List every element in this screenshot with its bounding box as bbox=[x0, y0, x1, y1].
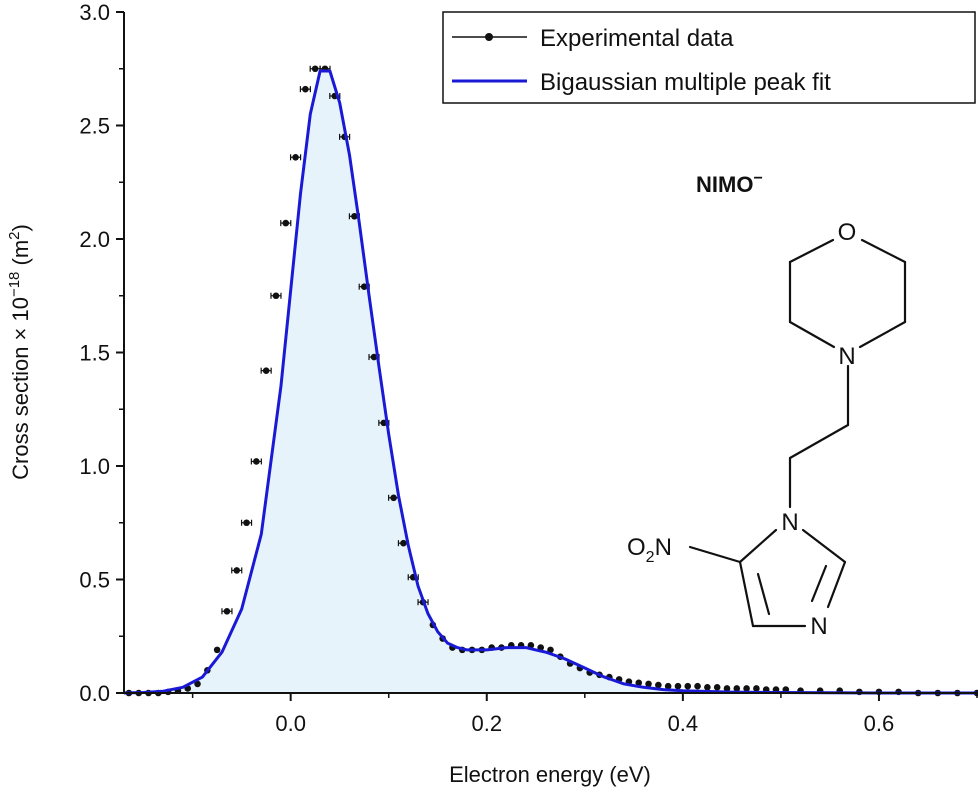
data-point bbox=[733, 685, 741, 692]
bond bbox=[858, 320, 907, 349]
plot-area bbox=[123, 65, 978, 697]
data-point bbox=[213, 646, 221, 654]
data-point bbox=[694, 682, 701, 690]
y-tick-label: 0.5 bbox=[79, 568, 110, 593]
molecule-title-text: NIMO bbox=[696, 172, 753, 197]
legend-label-experimental: Experimental data bbox=[540, 25, 734, 52]
data-point bbox=[753, 685, 760, 692]
data-point bbox=[351, 213, 358, 220]
data-point bbox=[704, 684, 711, 691]
molecule-bonds bbox=[688, 238, 907, 628]
data-point bbox=[243, 519, 250, 527]
x-tick-label: 0.4 bbox=[668, 711, 699, 736]
x-ticks: 0.0 0.2 0.4 0.6 bbox=[191, 693, 978, 736]
error-bars bbox=[221, 65, 429, 615]
y-axis-label: Cross section × 10−18 (m2) bbox=[6, 224, 33, 480]
data-point bbox=[713, 684, 721, 691]
data-point bbox=[723, 685, 731, 692]
x-tick-label: 0.0 bbox=[275, 711, 306, 736]
data-point bbox=[400, 539, 407, 547]
y-tick-label: 1.5 bbox=[79, 341, 110, 366]
data-point bbox=[233, 567, 241, 574]
data-point bbox=[743, 685, 750, 692]
data-point bbox=[645, 680, 652, 688]
data-point bbox=[390, 494, 397, 502]
y-ticks: 0.0 0.5 1.0 1.5 2.0 2.5 3.0 bbox=[79, 0, 124, 706]
atom-oxygen: O bbox=[838, 219, 857, 246]
bond bbox=[860, 238, 907, 264]
data-point bbox=[292, 153, 299, 161]
fit-line bbox=[123, 69, 977, 695]
molecule-title: NIMO− bbox=[696, 170, 763, 197]
bond bbox=[756, 572, 771, 616]
bond bbox=[738, 560, 755, 628]
legend: Experimental data Bigaussian multiple pe… bbox=[442, 11, 976, 104]
data-point bbox=[674, 682, 682, 690]
nitro-nitrogen: N bbox=[655, 534, 672, 561]
bond bbox=[788, 238, 835, 264]
data-point bbox=[311, 65, 319, 73]
bond bbox=[826, 560, 847, 609]
data-point bbox=[253, 458, 260, 465]
data-point bbox=[302, 85, 309, 93]
atom-morpholine-nitrogen: N bbox=[838, 343, 855, 370]
bond bbox=[801, 528, 847, 564]
bond bbox=[810, 564, 828, 603]
atom-imidazole-n1: N bbox=[781, 509, 798, 536]
data-point bbox=[635, 679, 643, 687]
data-point bbox=[282, 219, 290, 227]
y-axis-label-unit-close: ) bbox=[8, 224, 33, 231]
fit-area-fill bbox=[124, 71, 977, 693]
molecule-structure: NIMO− O N N N O2N bbox=[627, 170, 907, 640]
legend-box bbox=[442, 11, 976, 104]
data-point bbox=[194, 680, 201, 688]
y-axis-label-unit-open: (m bbox=[8, 240, 33, 272]
y-tick-label: 1.0 bbox=[79, 454, 110, 479]
bond bbox=[738, 528, 778, 564]
y-axis-label-exponent: −18 bbox=[6, 272, 23, 297]
data-point bbox=[664, 682, 672, 690]
legend-label-fit: Bigaussian multiple peak fit bbox=[540, 69, 831, 96]
x-axis-label: Electron energy (eV) bbox=[449, 762, 651, 787]
legend-points-marker bbox=[485, 33, 493, 41]
data-point bbox=[547, 646, 554, 654]
y-tick-label: 0.0 bbox=[79, 681, 110, 706]
molecule-charge: − bbox=[753, 170, 762, 187]
data-point bbox=[223, 607, 231, 615]
data-point bbox=[262, 367, 270, 374]
y-axis-label-prefix: Cross section × 10 bbox=[8, 297, 33, 480]
nitro-subscript: 2 bbox=[646, 549, 655, 566]
data-point bbox=[655, 681, 662, 689]
nitro-oxygen: O bbox=[627, 534, 646, 561]
x-tick-label: 0.2 bbox=[471, 711, 502, 736]
bond bbox=[788, 423, 850, 460]
y-axis-label-unit-exponent: 2 bbox=[6, 231, 23, 239]
y-tick-label: 2.5 bbox=[79, 114, 110, 139]
y-tick-label: 2.0 bbox=[79, 227, 110, 252]
nitro-group-label: O2N bbox=[627, 534, 672, 566]
data-point bbox=[272, 292, 280, 300]
atom-imidazole-n3: N bbox=[810, 613, 827, 640]
data-point bbox=[360, 283, 368, 290]
x-tick-label: 0.6 bbox=[864, 711, 895, 736]
bond bbox=[788, 320, 836, 349]
y-tick-label: 3.0 bbox=[79, 0, 110, 25]
data-point bbox=[684, 682, 692, 690]
data-point bbox=[370, 353, 378, 361]
bond bbox=[688, 545, 742, 564]
